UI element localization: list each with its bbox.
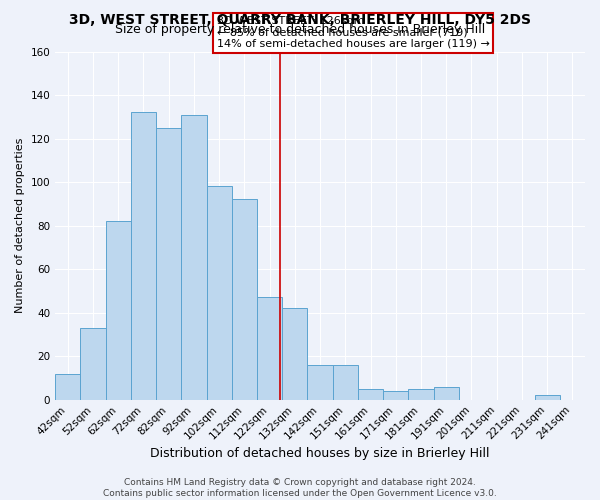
Bar [358,389,383,400]
Text: Contains HM Land Registry data © Crown copyright and database right 2024.
Contai: Contains HM Land Registry data © Crown c… [103,478,497,498]
Bar [409,389,434,400]
Bar [156,128,181,400]
Bar [282,308,307,400]
Bar [535,396,560,400]
Y-axis label: Number of detached properties: Number of detached properties [15,138,25,314]
Bar [80,328,106,400]
Text: 3D, WEST STREET, QUARRY BANK, BRIERLEY HILL, DY5 2DS: 3D, WEST STREET, QUARRY BANK, BRIERLEY H… [69,12,531,26]
Text: 3D WEST STREET: 126sqm
← 85% of detached houses are smaller (719)
14% of semi-de: 3D WEST STREET: 126sqm ← 85% of detached… [217,16,490,50]
Bar [55,374,80,400]
Bar [307,365,332,400]
Bar [257,298,282,400]
X-axis label: Distribution of detached houses by size in Brierley Hill: Distribution of detached houses by size … [151,447,490,460]
Bar [206,186,232,400]
Bar [434,386,459,400]
Bar [232,200,257,400]
Bar [383,391,409,400]
Text: Size of property relative to detached houses in Brierley Hill: Size of property relative to detached ho… [115,22,485,36]
Bar [131,112,156,400]
Bar [181,114,206,400]
Bar [332,365,358,400]
Bar [106,222,131,400]
